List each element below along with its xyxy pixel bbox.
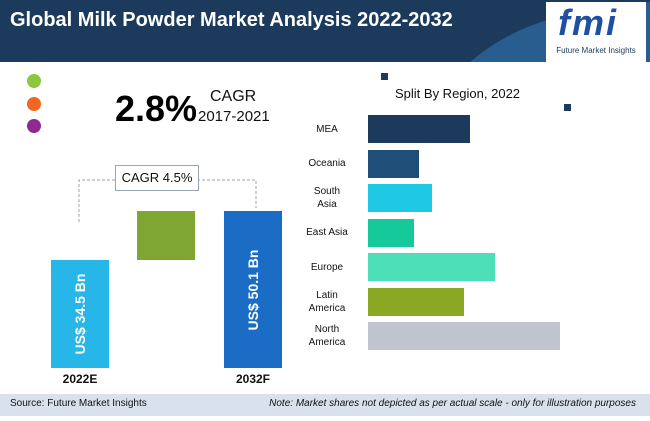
region-label: Latin America <box>308 289 346 314</box>
region-label: MEA <box>316 123 338 135</box>
region-bar <box>368 287 464 316</box>
logo-subtitle: Future Market Insights <box>556 46 636 55</box>
purple-dot-icon <box>27 119 41 133</box>
region-label: South Asia <box>313 186 341 211</box>
region-label: East Asia <box>306 227 348 239</box>
value-bar <box>224 211 282 368</box>
legend-square-icon <box>381 73 388 80</box>
region-bar <box>368 322 560 351</box>
page-title: Global Milk Powder Market Analysis 2022-… <box>10 9 453 31</box>
region-bar <box>368 253 496 282</box>
increment-block <box>137 211 195 260</box>
region-bar <box>368 218 414 247</box>
region-label: North America <box>308 324 346 349</box>
cagr-headline-value: 2.8% <box>115 88 198 129</box>
value-bar <box>51 259 109 368</box>
cagr-box: CAGR 4.5% <box>115 165 199 191</box>
value-bar-label: US$ 34.5 Bn <box>72 273 88 355</box>
footer: Source: Future Market Insights Note: Mar… <box>0 394 650 416</box>
value-bar-label: US$ 50.1 Bn <box>245 249 261 330</box>
header-banner: Global Milk Powder Market Analysis 2022-… <box>0 0 650 62</box>
fmi-logo: fmi Future Market Insights <box>546 2 646 62</box>
logo-letters: fmi <box>558 2 618 43</box>
region-bar <box>368 149 419 178</box>
region-chart-title: Split By Region, 2022 <box>395 86 521 101</box>
cagr-headline-label: CAGR <box>210 88 257 105</box>
x-tick-label: 2032F <box>235 372 271 386</box>
footer-note: Note: Market shares not depicted as per … <box>269 398 636 409</box>
footer-source: Source: Future Market Insights <box>10 398 147 409</box>
region-label: Europe <box>310 261 344 273</box>
region-bar <box>368 184 432 213</box>
region-bar <box>368 115 471 144</box>
cagr-headline-period: 2017-2021 <box>198 108 270 125</box>
orange-dot-icon <box>27 97 41 111</box>
green-dot-icon <box>27 74 41 88</box>
x-tick-label: 2022E <box>62 372 98 386</box>
region-label: Oceania <box>308 158 346 170</box>
legend-square-icon <box>564 104 571 111</box>
